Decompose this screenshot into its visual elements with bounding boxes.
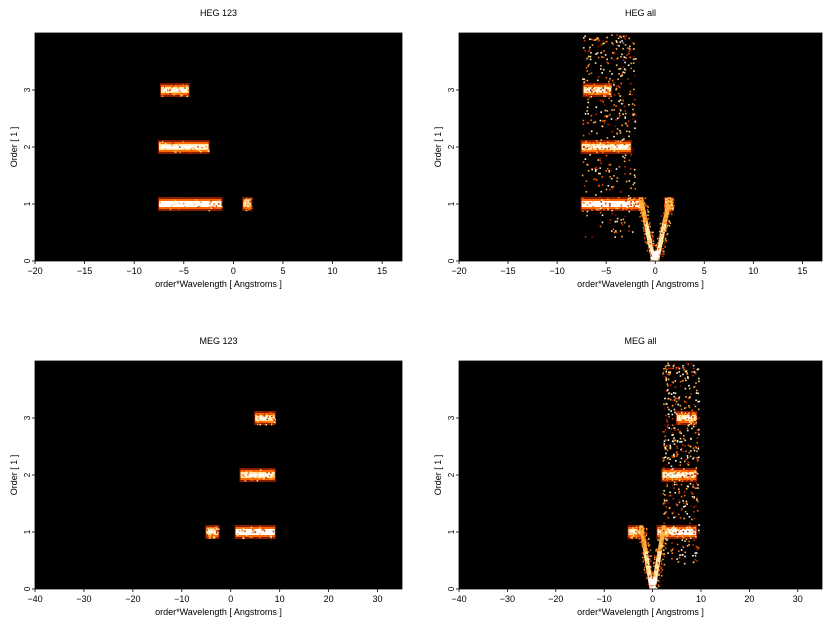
band-order-1-1 bbox=[234, 525, 276, 540]
panel-3: −40 −30 −20 −10 0 10 20 30 0 1 2 3 MEG 123 order*Wave… bbox=[9, 336, 403, 617]
y-tick-label: 2 bbox=[23, 144, 32, 149]
band-order-1-1 bbox=[242, 197, 253, 212]
x-tick-label: 20 bbox=[324, 594, 334, 604]
band-order-1-0 bbox=[205, 525, 220, 540]
y-tick-label: 3 bbox=[447, 87, 456, 92]
plot-area bbox=[459, 33, 822, 261]
band-order-2-2 bbox=[157, 140, 210, 154]
y-tick-label: 1 bbox=[447, 529, 456, 534]
y-tick-label: 0 bbox=[447, 586, 456, 591]
zero-order-cone bbox=[637, 525, 670, 589]
x-tick-label: 15 bbox=[797, 266, 807, 276]
x-tick-label: −20 bbox=[548, 594, 563, 604]
panel-1: −20 −15 −10 −5 0 5 10 15 0 1 2 3 HEG 123 order*Wavele… bbox=[9, 8, 403, 289]
heatmap-marks bbox=[205, 411, 276, 540]
y-tick-label: 1 bbox=[23, 529, 32, 534]
plot-area bbox=[35, 361, 402, 589]
x-tick-label: 10 bbox=[696, 594, 706, 604]
heatmap-marks bbox=[580, 34, 675, 261]
x-tick-label: −30 bbox=[76, 594, 91, 604]
x-tick-label: −10 bbox=[549, 266, 564, 276]
x-tick-label: −5 bbox=[179, 266, 189, 276]
y-tick-label: 2 bbox=[23, 472, 32, 477]
x-tick-label: 30 bbox=[793, 594, 803, 604]
x-tick-label: 20 bbox=[744, 594, 754, 604]
x-tick-label: −30 bbox=[500, 594, 515, 604]
x-tick-label: 30 bbox=[373, 594, 383, 604]
zero-order-cone bbox=[637, 197, 675, 261]
x-axis-label: order*Wavelength [ Angstroms ] bbox=[577, 607, 704, 617]
y-tick-label: 3 bbox=[447, 415, 456, 420]
x-tick-label: 10 bbox=[328, 266, 338, 276]
band-order-1-0 bbox=[627, 525, 642, 540]
y-axis-label: Order [ 1 ] bbox=[9, 455, 19, 496]
x-tick-label: −15 bbox=[500, 266, 515, 276]
x-tick-label: 0 bbox=[231, 266, 236, 276]
x-tick-label: 0 bbox=[653, 266, 658, 276]
x-tick-label: 0 bbox=[228, 594, 233, 604]
heatmap-marks bbox=[157, 83, 253, 212]
band-order-1-0 bbox=[157, 197, 223, 212]
x-tick-label: 5 bbox=[702, 266, 707, 276]
panel-4: −40 −30 −20 −10 0 10 20 30 0 1 2 3 MEG all order*Wave… bbox=[433, 336, 823, 617]
x-tick-label: −15 bbox=[77, 266, 92, 276]
band-order-2-2 bbox=[661, 468, 698, 483]
x-tick-label: −20 bbox=[451, 266, 466, 276]
y-tick-label: 0 bbox=[23, 586, 32, 591]
band-order-3-3 bbox=[159, 83, 190, 98]
panel-2: −20 −15 −10 −5 0 5 10 15 0 1 2 3 HEG all order*Wavele… bbox=[433, 8, 823, 289]
scattered-events bbox=[662, 361, 701, 566]
x-tick-label: −40 bbox=[451, 594, 466, 604]
y-tick-label: 2 bbox=[447, 144, 456, 149]
chart-title: HEG all bbox=[625, 8, 656, 18]
x-tick-label: 5 bbox=[280, 266, 285, 276]
y-tick-label: 0 bbox=[447, 258, 456, 263]
x-tick-label: −10 bbox=[174, 594, 189, 604]
x-axis-label: order*Wavelength [ Angstroms ] bbox=[155, 279, 282, 289]
scattered-events bbox=[581, 34, 638, 238]
x-tick-label: −10 bbox=[127, 266, 142, 276]
y-axis-label: Order [ 1 ] bbox=[433, 455, 443, 496]
y-axis-label: Order [ 1 ] bbox=[9, 127, 19, 168]
x-tick-label: −20 bbox=[27, 266, 42, 276]
y-tick-label: 3 bbox=[23, 415, 32, 420]
x-tick-label: 10 bbox=[748, 266, 758, 276]
x-tick-label: 0 bbox=[650, 594, 655, 604]
x-axis-label: order*Wavelength [ Angstroms ] bbox=[577, 279, 704, 289]
chart-title: HEG 123 bbox=[200, 8, 237, 18]
y-tick-label: 1 bbox=[23, 201, 32, 206]
chart-title: MEG 123 bbox=[199, 336, 237, 346]
y-tick-label: 3 bbox=[23, 87, 32, 92]
plot-area bbox=[459, 361, 822, 589]
x-tick-label: −5 bbox=[601, 266, 611, 276]
plot-area bbox=[35, 33, 402, 261]
y-tick-label: 2 bbox=[447, 472, 456, 477]
x-tick-label: −40 bbox=[27, 594, 42, 604]
x-tick-label: 15 bbox=[377, 266, 387, 276]
band-order-2-2 bbox=[239, 468, 276, 482]
x-axis-label: order*Wavelength [ Angstroms ] bbox=[155, 607, 282, 617]
band-order-2-2 bbox=[580, 140, 632, 154]
y-tick-label: 1 bbox=[447, 201, 456, 206]
x-tick-label: −20 bbox=[125, 594, 140, 604]
band-order-3-3 bbox=[675, 411, 698, 426]
x-tick-label: 10 bbox=[275, 594, 285, 604]
x-tick-label: −10 bbox=[597, 594, 612, 604]
chart-title: MEG all bbox=[624, 336, 656, 346]
y-axis-label: Order [ 1 ] bbox=[433, 127, 443, 168]
band-order-1-0 bbox=[580, 197, 645, 212]
heatmap-marks bbox=[627, 361, 701, 589]
y-tick-label: 0 bbox=[23, 258, 32, 263]
band-order-3-3 bbox=[254, 411, 276, 426]
